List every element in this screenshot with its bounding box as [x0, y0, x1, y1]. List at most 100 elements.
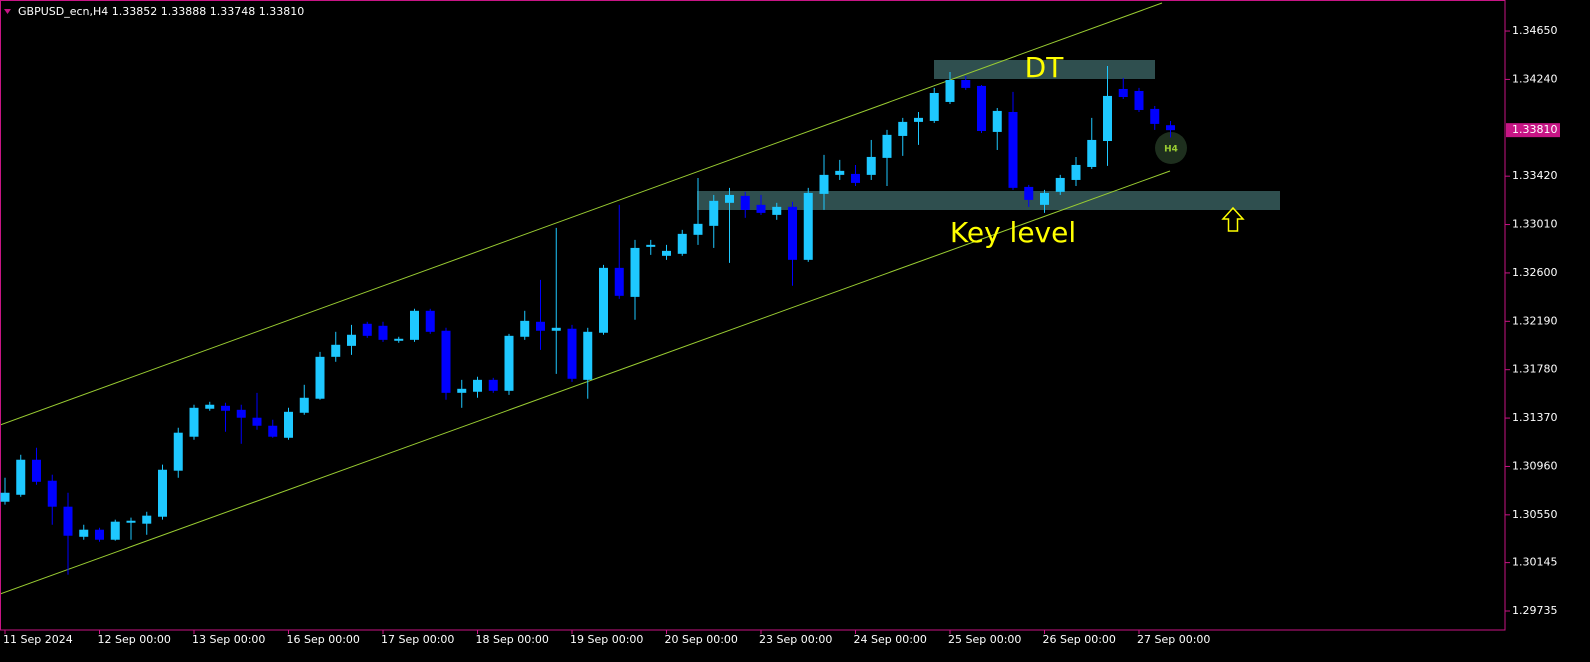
candle-body	[1071, 164, 1081, 180]
candle-body	[772, 206, 782, 215]
candle-body	[536, 321, 545, 331]
channel-upper	[0, 2, 1163, 426]
timeframe-badge	[1155, 132, 1187, 164]
candle-body	[95, 529, 104, 540]
y-tick-label: 1.33420	[1512, 169, 1558, 182]
candle-body	[567, 328, 577, 379]
candle-body	[583, 331, 593, 380]
candle-body	[331, 344, 341, 357]
candle-body	[1118, 88, 1128, 97]
candle-body	[221, 405, 230, 411]
plot-frame	[0, 0, 1506, 631]
timeframe-badge-text: H4	[1164, 145, 1178, 155]
key-level-zone	[697, 191, 1280, 210]
candle-body	[803, 192, 813, 260]
candle-body	[47, 480, 57, 507]
candle-body	[961, 80, 971, 88]
candle-body	[1150, 108, 1160, 124]
candle-body	[851, 173, 860, 183]
candle-body	[236, 409, 246, 418]
candle-body	[709, 200, 719, 226]
x-tick-label: 20 Sep 00:00	[665, 633, 738, 646]
current-price-label: 1.33810	[1512, 123, 1558, 136]
x-tick-label: 17 Sep 00:00	[381, 633, 454, 646]
x-tick-label: 11 Sep 2024	[3, 633, 73, 646]
x-tick-label: 24 Sep 00:00	[854, 633, 927, 646]
header-icon	[4, 9, 11, 14]
candle-body	[614, 267, 624, 296]
x-tick-label: 18 Sep 00:00	[476, 633, 549, 646]
key-level-label: Key level	[950, 216, 1076, 249]
candle-body	[110, 521, 120, 540]
candle-body	[1024, 186, 1034, 200]
y-tick-label: 1.30960	[1512, 459, 1558, 472]
x-tick-label: 12 Sep 00:00	[98, 633, 171, 646]
dt-label: DT	[1025, 51, 1065, 84]
candle-body	[788, 206, 797, 260]
candle-body	[252, 417, 262, 426]
y-tick-label: 1.34240	[1512, 72, 1558, 85]
candle-body	[1055, 177, 1065, 192]
candle-body	[457, 388, 467, 393]
candle-body	[126, 520, 136, 523]
candle-body	[740, 195, 750, 210]
channel-lower	[0, 170, 1171, 595]
candle-body	[914, 117, 923, 122]
candle-body	[1166, 125, 1175, 131]
candle-body	[488, 379, 498, 391]
candle-body	[977, 85, 986, 131]
candle-body	[630, 247, 640, 297]
candle-body	[866, 156, 876, 175]
candle-body	[0, 492, 10, 502]
y-tick-label: 1.34650	[1512, 24, 1558, 37]
x-tick-label: 16 Sep 00:00	[287, 633, 360, 646]
candle-body	[898, 121, 908, 136]
y-tick-label: 1.33010	[1512, 218, 1558, 231]
x-tick-label: 27 Sep 00:00	[1137, 633, 1210, 646]
candle-body	[315, 356, 325, 399]
current-price-box	[1506, 123, 1560, 138]
candle-body	[1134, 90, 1144, 110]
candle-body	[992, 110, 1002, 132]
candle-body	[362, 323, 372, 336]
candle-body	[551, 327, 561, 331]
up-arrow	[1221, 206, 1245, 232]
y-tick-label: 1.30550	[1512, 508, 1558, 521]
candle-body	[378, 325, 388, 340]
y-tick-label: 1.32190	[1512, 314, 1558, 327]
candle-body	[142, 515, 152, 524]
candle-body	[173, 432, 183, 471]
candle-body	[347, 334, 356, 346]
candle-body	[835, 170, 845, 175]
candle-body	[1087, 139, 1097, 167]
candle-body	[725, 194, 734, 203]
candle-body	[79, 529, 89, 537]
candle-body	[819, 174, 829, 194]
candle-body	[662, 250, 671, 256]
candle-body	[520, 320, 530, 337]
candle-body	[1040, 192, 1049, 205]
candle-body	[284, 411, 293, 438]
candle-body	[1103, 95, 1112, 142]
candle-body	[693, 223, 703, 235]
y-tick-label: 1.30145	[1512, 556, 1558, 569]
x-tick-label: 25 Sep 00:00	[948, 633, 1021, 646]
candle-body	[473, 379, 482, 392]
x-tick-label: 23 Sep 00:00	[759, 633, 832, 646]
candle-body	[299, 397, 309, 413]
candle-body	[16, 459, 26, 495]
candle-body	[32, 459, 41, 482]
candle-body	[677, 233, 687, 254]
candle-body	[158, 469, 167, 517]
header-text: GBPUSD_ecn,H4 1.33852 1.33888 1.33748 1.…	[18, 5, 304, 18]
candle-body	[504, 335, 514, 391]
x-tick-label: 19 Sep 00:00	[570, 633, 643, 646]
x-tick-label: 26 Sep 00:00	[1043, 633, 1116, 646]
candle-body	[268, 425, 278, 437]
candle-body	[410, 310, 419, 340]
candle-body	[63, 506, 73, 536]
x-tick-label: 13 Sep 00:00	[192, 633, 265, 646]
